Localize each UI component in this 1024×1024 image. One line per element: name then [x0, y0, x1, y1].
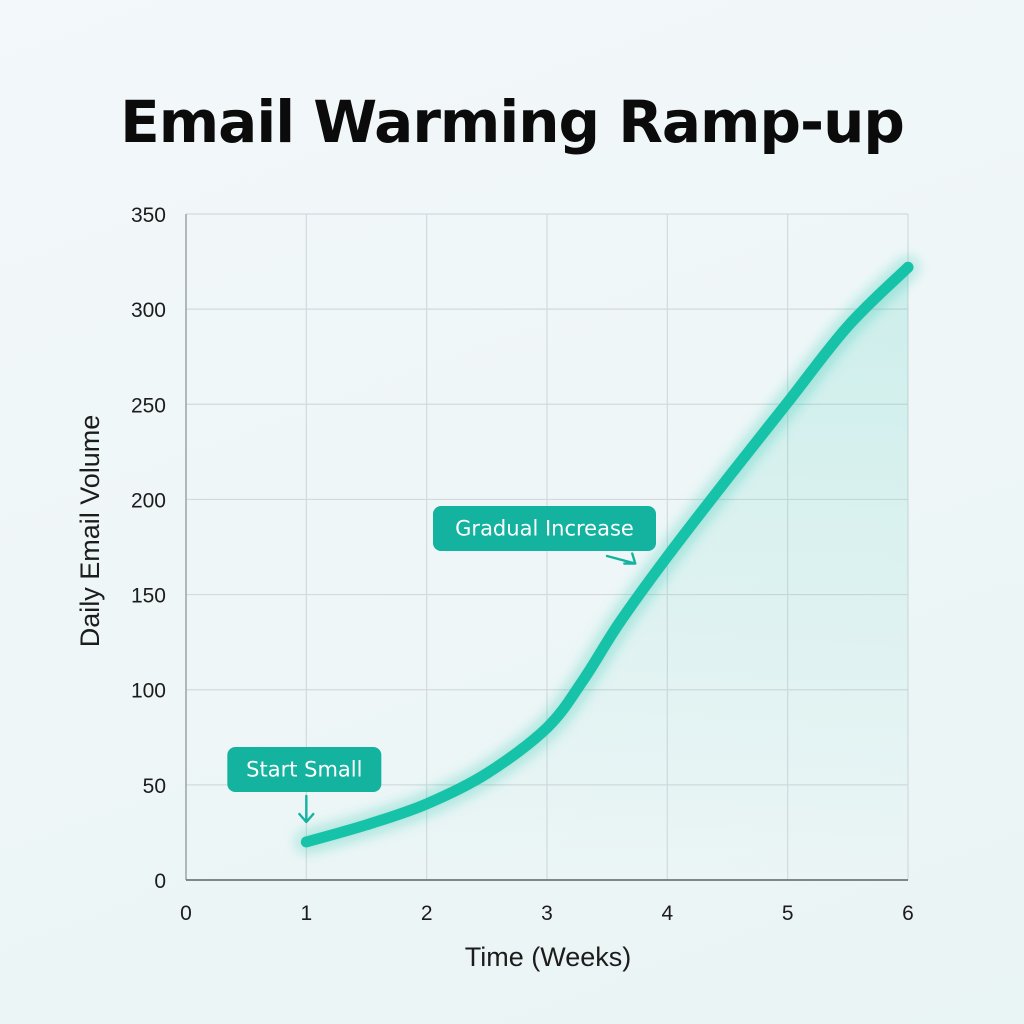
data-point: [424, 801, 430, 807]
callout-arrow-icon: [605, 552, 637, 565]
data-point: [785, 399, 791, 405]
callout-start-small: Start Small: [227, 747, 382, 824]
y-tick-label: 250: [131, 394, 166, 417]
data-point: [484, 770, 490, 776]
data-point: [544, 725, 550, 731]
data-point: [845, 323, 851, 329]
callout-label: Gradual Increase: [455, 517, 634, 541]
data-point: [725, 475, 731, 481]
chart-title: Email Warming Ramp-up: [120, 88, 905, 156]
x-tick-label: 3: [541, 902, 553, 925]
x-tick-label: 5: [782, 902, 794, 925]
y-tick-label: 150: [131, 585, 166, 608]
y-tick-label: 200: [131, 489, 166, 512]
x-tick-label: 0: [180, 902, 192, 925]
data-point: [580, 677, 586, 683]
x-tick-label: 6: [902, 902, 914, 925]
callout-box: [433, 506, 656, 551]
data-point: [616, 620, 622, 626]
x-tick-label: 2: [421, 902, 433, 925]
callout-box: [227, 747, 382, 792]
callout-gradual-increase: Gradual Increase: [433, 506, 656, 565]
data-point: [905, 264, 911, 270]
y-tick-label: 300: [131, 299, 166, 322]
y-tick-label: 100: [131, 680, 166, 703]
data-point: [364, 822, 370, 828]
callout-arrow-icon: [298, 794, 315, 824]
y-tick-label: 50: [143, 775, 166, 798]
y-axis-label: Daily Email Volume: [75, 415, 105, 648]
series-area: [306, 267, 908, 880]
x-tick-label: 4: [661, 902, 673, 925]
x-axis-label: Time (Weeks): [465, 942, 632, 972]
x-tick-label: 1: [300, 902, 312, 925]
y-tick-label: 0: [154, 870, 166, 893]
callout-label: Start Small: [246, 758, 362, 782]
y-tick-label: 350: [131, 204, 166, 227]
data-point: [303, 839, 309, 845]
series-line: [300, 261, 914, 848]
data-point: [664, 554, 670, 560]
